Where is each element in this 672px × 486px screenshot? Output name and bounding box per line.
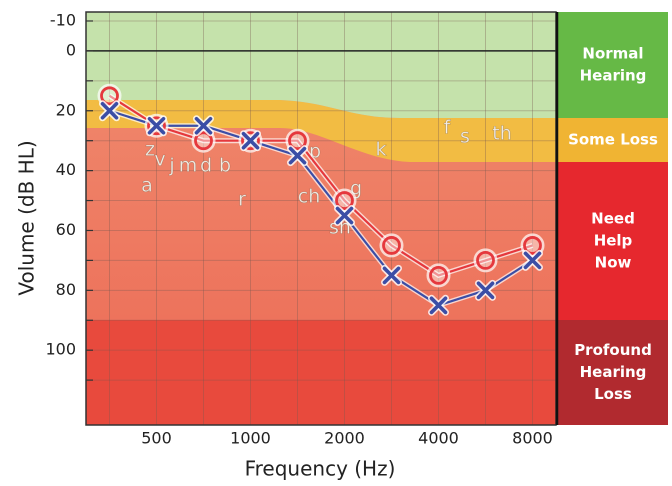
zone-box: [558, 162, 668, 320]
speech-sound: k: [375, 139, 386, 161]
speech-sound: ch: [298, 186, 321, 208]
speech-sound: m: [179, 155, 198, 177]
marker-x-stroke: [288, 146, 307, 165]
speech-sound: s: [460, 126, 470, 148]
marker-x: [99, 100, 120, 122]
zone-label: Now: [595, 254, 632, 272]
x-tick-label: 2000: [324, 429, 365, 448]
marker-x: [522, 249, 543, 271]
speech-sound: b: [219, 155, 231, 177]
x-tick-label: 500: [141, 429, 172, 448]
marker-halo: [144, 113, 169, 138]
marker-x: [193, 115, 214, 137]
zone-box: [558, 118, 668, 162]
zone-label: Loss: [594, 385, 632, 403]
marker-circle: [100, 86, 119, 106]
speech-sound: a: [141, 175, 153, 197]
zone-label: Hearing: [580, 363, 647, 381]
marker-halo: [379, 233, 404, 258]
zone-backgrounds: [86, 12, 556, 425]
y-tick-label: 40: [56, 160, 76, 179]
marker-halo: [473, 248, 498, 273]
series-line: [108, 94, 533, 277]
marker-x-stroke: [429, 296, 448, 315]
marker-circle: [335, 191, 354, 210]
marker-halo: [426, 263, 451, 288]
marker-circle: [382, 236, 401, 255]
speech-sound: f: [444, 117, 452, 139]
marker-circle: [194, 131, 213, 151]
zone-label: Hearing: [580, 67, 647, 85]
y-tick-label: 20: [56, 100, 76, 119]
marker-x: [240, 130, 261, 152]
marker-x-stroke: [476, 281, 495, 300]
x-tick-label: 1000: [230, 429, 271, 448]
speech-sound: v: [154, 149, 165, 171]
x-tick-label: 8000: [512, 429, 553, 448]
marker-circle: [523, 236, 542, 255]
marker-x: [287, 145, 308, 167]
marker-x: [381, 264, 402, 286]
marker-x-stroke: [100, 101, 119, 120]
marker-x: [146, 115, 167, 137]
zone-label: Some Loss: [568, 131, 658, 149]
zone-box: [558, 12, 668, 118]
series-line: [109, 109, 534, 307]
marker-circle: [288, 131, 307, 151]
y-tick-label: 100: [45, 340, 76, 359]
zone-label: Help: [594, 232, 633, 250]
speech-sound: d: [200, 155, 212, 177]
marker-x: [475, 279, 496, 301]
y-tick-label: 0: [66, 40, 76, 59]
marker-x-stroke: [194, 116, 213, 135]
x-axis-title: Frequency (Hz): [245, 457, 396, 481]
marker-x-stroke: [147, 116, 166, 135]
marker-x-stroke: [335, 206, 354, 225]
zone-profound: [86, 320, 556, 425]
marker-circle: [429, 265, 448, 285]
marker-x-stroke: [523, 251, 542, 270]
zone-label: Need: [591, 210, 635, 228]
y-tick-label: -10: [50, 10, 76, 29]
zone-label: Profound: [574, 341, 652, 359]
speech-sound: r: [238, 189, 246, 211]
zone-label: Normal: [582, 45, 643, 63]
zone-box: [558, 320, 668, 425]
speech-sound: th: [492, 123, 512, 145]
x-tick-label: 4000: [418, 429, 459, 448]
marker-x-stroke: [241, 131, 260, 150]
marker-x-stroke: [382, 266, 401, 285]
marker-halo: [238, 128, 263, 153]
y-tick-label: 80: [56, 280, 76, 299]
zone-normal: [86, 12, 556, 118]
speech-sound: j: [168, 155, 174, 177]
zone-some-loss: [86, 100, 556, 162]
marker-x: [334, 205, 355, 227]
y-tick-label: 60: [56, 220, 76, 239]
marker-circle: [476, 250, 495, 270]
marker-x: [428, 294, 449, 316]
y-axis-title: Volume (dB HL): [15, 140, 39, 295]
speech-sound: z: [145, 139, 155, 161]
